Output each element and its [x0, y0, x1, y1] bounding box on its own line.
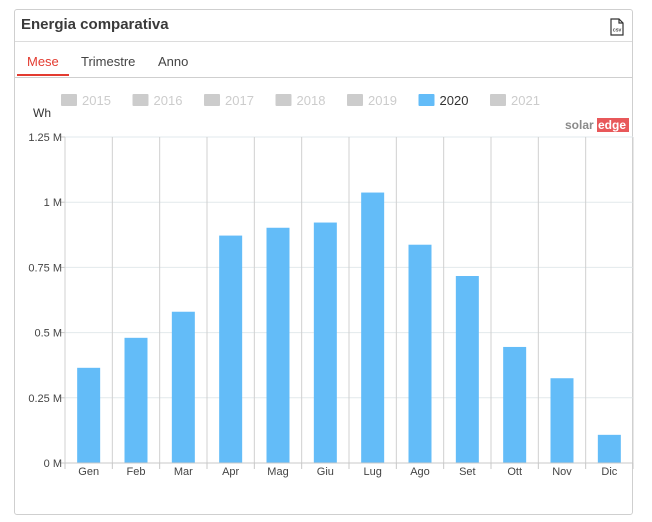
legend-label: 2021 [511, 93, 540, 108]
legend-item-2019[interactable]: 2019 [347, 93, 397, 108]
x-tick-label: Dic [601, 466, 617, 478]
legend-item-2015[interactable]: 2015 [61, 93, 111, 108]
y-tick-label: 1.25 M [28, 132, 62, 144]
period-tabs: Mese Trimestre Anno [15, 50, 632, 78]
csv-file-icon[interactable]: CSV [610, 18, 624, 36]
y-tick-label: 0 M [44, 458, 62, 470]
x-tick-label: Ott [507, 466, 522, 478]
y-axis-unit-label: Wh [33, 106, 51, 120]
legend-swatch [347, 94, 363, 106]
tab-quarter[interactable]: Trimestre [81, 54, 136, 69]
legend-item-2020[interactable]: 2020 [418, 93, 469, 108]
header-divider [15, 41, 632, 42]
bar-Set[interactable] [455, 276, 479, 463]
bar-Dic[interactable] [597, 434, 621, 463]
legend-item-2017[interactable]: 2017 [204, 93, 254, 108]
legend-label: 2019 [368, 93, 397, 108]
bar-Gen[interactable] [77, 367, 101, 463]
bar-Mag[interactable] [266, 227, 290, 463]
x-tick-label: Ago [410, 466, 430, 478]
x-tick-label: Feb [127, 466, 146, 478]
x-tick-label: Mag [267, 466, 288, 478]
y-tick-label: 0.25 M [28, 393, 62, 405]
logo-text-solar: solar [565, 118, 594, 132]
x-tick-label: Giu [317, 466, 334, 478]
csv-icon-label: CSV [613, 28, 622, 33]
legend-item-2016[interactable]: 2016 [132, 93, 183, 108]
bar-Ago[interactable] [408, 244, 432, 463]
bar-Mar[interactable] [171, 311, 195, 463]
bar-Feb[interactable] [124, 337, 148, 463]
y-tick-label: 1 M [44, 197, 62, 209]
solaredge-logo: solar edge [565, 118, 629, 132]
y-tick-label: 0.5 M [34, 328, 62, 340]
y-tick-label: 0.75 M [28, 262, 62, 274]
legend-swatch [132, 94, 149, 106]
bar-Nov[interactable] [550, 378, 574, 463]
active-tab-indicator [17, 74, 69, 76]
legend-label: 2017 [225, 93, 254, 108]
legend-label: 2018 [297, 93, 326, 108]
panel-title: Energia comparativa [21, 16, 169, 33]
legend-label: 2015 [82, 93, 111, 108]
bar-Ott[interactable] [503, 346, 527, 463]
x-tick-label: Mar [174, 466, 193, 478]
x-tick-label: Gen [78, 466, 99, 478]
legend-swatch [204, 94, 220, 106]
x-tick-label: Apr [222, 466, 239, 478]
legend-label: 2016 [154, 93, 183, 108]
legend-swatch [418, 94, 435, 106]
bar-Lug[interactable] [361, 192, 385, 463]
bar-Giu[interactable] [313, 222, 337, 463]
logo-text-edge: edge [598, 118, 626, 132]
legend-item-2018[interactable]: 2018 [275, 93, 326, 108]
legend-swatch [490, 94, 506, 106]
legend-label: 2020 [440, 93, 469, 108]
tab-month[interactable]: Mese [27, 54, 59, 69]
legend-swatch [61, 94, 77, 106]
x-tick-label: Nov [552, 466, 572, 478]
legend-swatch [275, 94, 292, 106]
x-tick-label: Lug [363, 466, 381, 478]
legend-item-2021[interactable]: 2021 [490, 93, 540, 108]
bar-Apr[interactable] [219, 235, 243, 463]
tab-year[interactable]: Anno [158, 54, 189, 69]
logo-edge-background [597, 118, 629, 132]
x-tick-label: Set [459, 466, 476, 478]
